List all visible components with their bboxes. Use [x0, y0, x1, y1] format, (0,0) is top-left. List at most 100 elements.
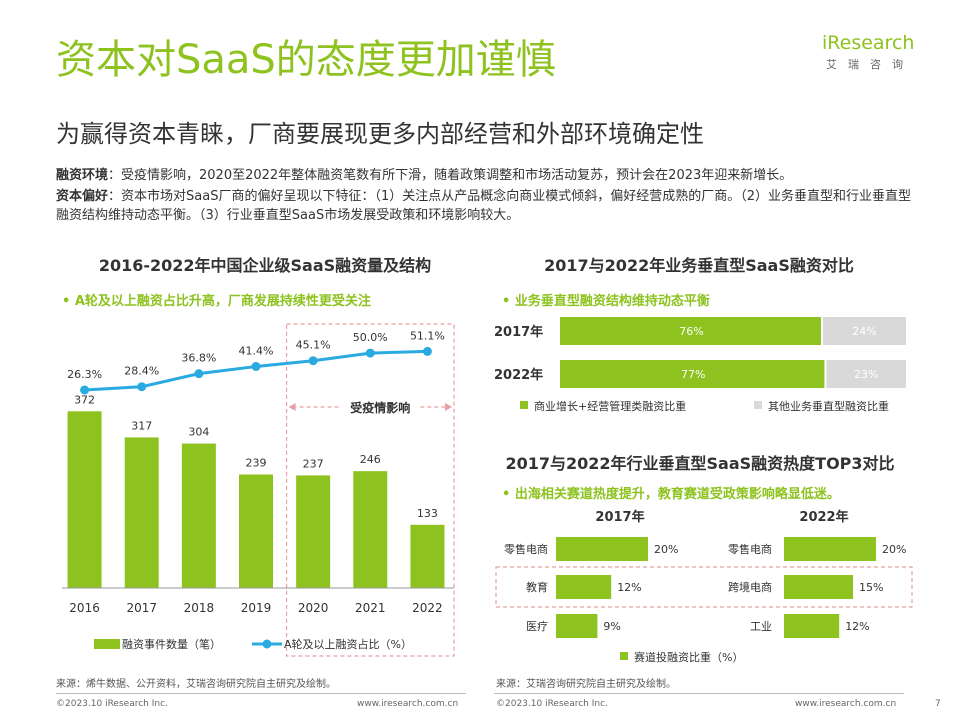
intro-label-1: 融资环境: [56, 168, 109, 183]
footer-copyright-left: ©2023.10 iResearch Inc.: [56, 699, 168, 709]
footer-url-left: www.iresearch.com.cn: [357, 699, 459, 709]
right-top-title: 2017与2022年业务垂直型SaaS融资对比: [544, 256, 854, 275]
stack-legend-swatch-a: [520, 401, 528, 409]
top3-highlight-box: [495, 566, 913, 608]
right-source: 来源：艾瑞咨询研究院自主研究及绘制。: [496, 679, 676, 690]
line-label-2018: 36.8%: [181, 352, 216, 365]
x-tick-2016: 2016: [69, 601, 100, 615]
footer-divider-left: [56, 693, 466, 694]
stack-label-0-1: 24%: [852, 325, 876, 338]
stack-seg-0-1: [822, 317, 906, 345]
legend-bar-label: 融资事件数量（笔）: [122, 637, 221, 651]
legend-line-dot: [262, 639, 272, 649]
bar-label-2017: 317: [131, 419, 152, 432]
line-label-2022: 51.1%: [410, 329, 445, 342]
stack-label-0-0: 76%: [679, 325, 703, 338]
page-number: 7: [935, 699, 941, 709]
footer-divider-right: [494, 693, 904, 694]
line-point-2016: [80, 385, 90, 395]
arrowhead-right: [445, 403, 452, 411]
stack-seg-1-1: [826, 360, 906, 388]
stack-legend-a: 商业增长+经营管理类融资比重: [534, 399, 686, 413]
logo-sub: 艾瑞咨询: [826, 58, 914, 71]
x-tick-2021: 2021: [355, 601, 386, 615]
line-label-2016: 26.3%: [67, 368, 102, 381]
bar-2022: [410, 524, 445, 588]
left-combo-chart: 受疫情影响 372 2016 317 2017 304 2018 239 2019 237 2020…: [62, 323, 455, 657]
top3-bar-1-0: [784, 537, 876, 561]
stack-category-1: 2022年: [494, 367, 543, 383]
line-point-2022: [422, 346, 432, 356]
line-label-2021: 50.0%: [353, 331, 388, 344]
line-label-2020: 45.1%: [296, 339, 331, 352]
x-tick-2022: 2022: [412, 601, 443, 615]
footer-url-right: www.iresearch.com.cn: [795, 699, 897, 709]
legend-line-label: A轮及以上融资占比（%）: [284, 637, 412, 651]
intro-line-1: 融资环境：受疫情影响，2020至2022年整体融资笔数有所下滑，随着政策调整和市…: [56, 166, 916, 185]
top3-col-2017: 2017年: [595, 509, 644, 525]
top3-label-1-2: 12%: [845, 620, 869, 633]
stack-label-1-0: 77%: [681, 368, 705, 381]
x-tick-2017: 2017: [126, 601, 157, 615]
top3-cat-1-2: 工业: [750, 620, 772, 633]
top3-col-2022: 2022年: [799, 509, 848, 525]
stack-legend-swatch-b: [754, 401, 762, 409]
line-label-2017: 28.4%: [124, 365, 159, 378]
top3-legend-swatch: [620, 652, 628, 660]
page-title: 资本对SaaS的态度更加谨慎: [56, 37, 556, 83]
left-chart-bullet: • A轮及以上融资占比升高，厂商发展持续性更受关注: [62, 294, 371, 309]
top3-legend: 赛道投融资比重（%）: [634, 650, 743, 664]
stack-legend-b: 其他业务垂直型融资比重: [768, 399, 889, 413]
right-bottom-bullet: • 出海相关赛道热度提升，教育赛道受政策影响略显低迷。: [502, 487, 840, 502]
intro-label-2: 资本偏好: [56, 189, 109, 204]
bar-label-2022: 133: [417, 507, 438, 520]
intro-line-2: 资本偏好：资本市场对SaaS厂商的偏好呈现以下特征：（1）关注点从产品概念向商业…: [56, 187, 916, 225]
covid-highlight-box: [285, 323, 455, 657]
stack-seg-0-0: [560, 317, 821, 345]
line-point-2019: [251, 361, 261, 371]
bar-2019: [239, 474, 273, 588]
top3-bar-0-1: [556, 575, 612, 599]
footer-copyright-right: ©2023.10 iResearch Inc.: [496, 699, 608, 709]
top3-cat-0-2: 医疗: [526, 619, 548, 633]
line-point-2020: [308, 356, 318, 366]
intro-text-2: ：资本市场对SaaS厂商的偏好呈现以下特征：（1）关注点从产品概念向商业模式倾斜…: [56, 189, 911, 223]
top3-bar-1-2: [784, 614, 840, 638]
covid-annotation: 受疫情影响: [350, 400, 410, 415]
line-label-2019: 41.4%: [239, 344, 274, 357]
top3-label-0-1: 12%: [617, 581, 641, 594]
iresearch-logo: iResearch 艾瑞咨询: [822, 32, 932, 72]
top3-label-1-1: 15%: [859, 581, 883, 594]
bar-label-2018: 304: [188, 426, 209, 439]
bar-label-2019: 239: [246, 456, 267, 469]
top3-label-0-2: 9%: [603, 620, 620, 633]
logo-word: iResearch: [822, 32, 915, 54]
x-tick-2018: 2018: [184, 601, 215, 615]
line-point-2021: [365, 348, 375, 358]
stack-label-1-1: 23%: [854, 368, 878, 381]
top3-label-1-0: 20%: [882, 543, 906, 556]
bar-label-2016: 372: [74, 393, 95, 406]
arrowhead-left: [288, 403, 296, 411]
page-subtitle: 为赢得资本青睐，厂商要展现更多内部经营和外部环境确定性: [56, 120, 704, 148]
bar-label-2021: 246: [360, 453, 381, 466]
right-top-bullet: • 业务垂直型融资结构维持动态平衡: [502, 294, 710, 309]
top3-cat-1-0: 零售电商: [728, 542, 772, 556]
line-point-2018: [194, 369, 204, 379]
stack-seg-1-0: [560, 360, 825, 388]
bar-2016: [67, 411, 102, 588]
top3-cat-0-1: 教育: [526, 580, 548, 594]
intro-text-1: ：受疫情影响，2020至2022年整体融资笔数有所下滑，随着政策调整和市场活动复…: [108, 168, 793, 183]
left-source: 来源：烯牛数据、公开资料，艾瑞咨询研究院自主研究及绘制。: [56, 679, 336, 690]
bar-2021: [353, 471, 388, 588]
top3-cat-0-0: 零售电商: [504, 542, 548, 556]
top3-bar-1-1: [784, 575, 853, 599]
right-bottom-title: 2017与2022年行业垂直型SaaS融资热度TOP3对比: [505, 454, 895, 473]
top3-bar-0-0: [556, 537, 648, 561]
left-chart-title: 2016-2022年中国企业级SaaS融资量及结构: [98, 256, 432, 275]
line-point-2017: [137, 382, 147, 392]
bar-2017: [124, 437, 159, 588]
stack-category-0: 2017年: [494, 324, 543, 340]
top3-bar-0-2: [556, 614, 598, 638]
